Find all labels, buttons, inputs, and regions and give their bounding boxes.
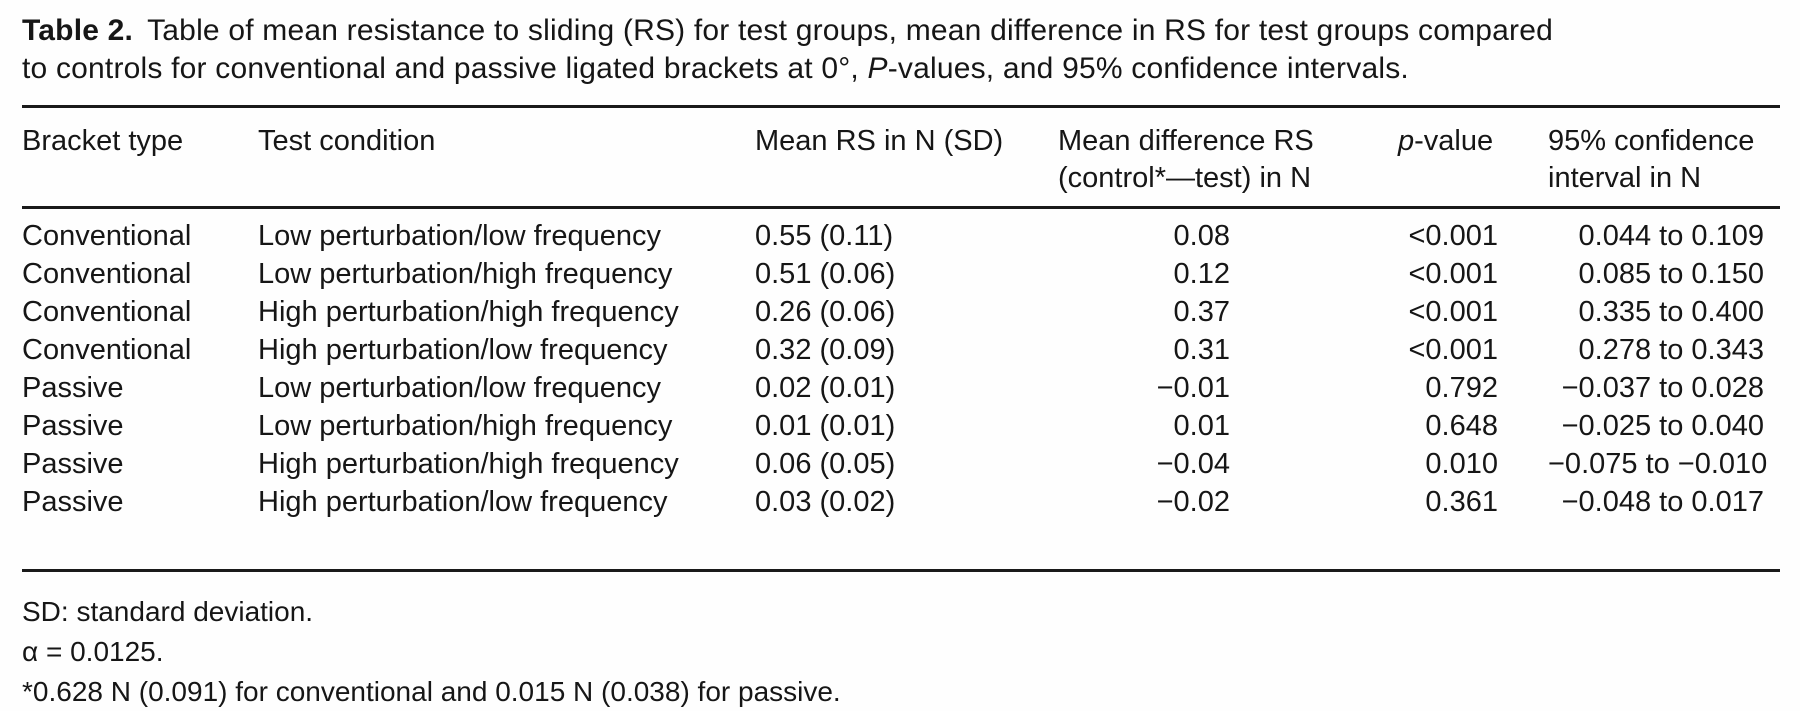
table-footnotes: SD: standard deviation. α = 0.0125. *0.6… xyxy=(0,572,1800,711)
table-caption-text-after: -values, and 95% confidence intervals. xyxy=(887,52,1409,85)
col-header-mean-difference-line2: (control*—test) in N xyxy=(1058,162,1312,194)
col-header-ci-line1: 95% confidence xyxy=(1548,125,1755,157)
cell-mean-difference: 0.31 xyxy=(1173,334,1230,366)
col-header-mean-rs: Mean RS in N (SD) xyxy=(755,106,1058,209)
data-table: Bracket type Test condition Mean RS in N… xyxy=(22,105,1780,572)
table-header: Bracket type Test condition Mean RS in N… xyxy=(22,106,1780,209)
cell-p-value: <0.001 xyxy=(1408,334,1498,366)
table-row: Passive High perturbation/high frequency… xyxy=(22,445,1780,483)
cell-mean-rs: 0.51 (0.06) xyxy=(755,258,896,290)
cell-test-condition: High perturbation/low frequency xyxy=(258,486,668,518)
col-header-ci-line2: interval in N xyxy=(1548,162,1702,194)
table-caption-text-before: Table of mean resistance to sliding (RS)… xyxy=(22,14,1554,85)
cell-confidence-interval: −0.025 to 0.040 xyxy=(1561,410,1764,442)
table-caption-label: Table 2. xyxy=(22,14,134,47)
table-row: Passive High perturbation/low frequency … xyxy=(22,483,1780,571)
col-header-p-value: p-value xyxy=(1398,106,1548,209)
cell-bracket-type: Conventional xyxy=(22,334,192,366)
cell-mean-difference: −0.02 xyxy=(1156,486,1230,518)
cell-mean-rs: 0.03 (0.02) xyxy=(755,486,896,518)
cell-confidence-interval: −0.037 to 0.028 xyxy=(1561,372,1764,404)
cell-confidence-interval: −0.048 to 0.017 xyxy=(1561,486,1764,518)
cell-bracket-type: Conventional xyxy=(22,296,192,328)
cell-p-value: <0.001 xyxy=(1408,258,1498,290)
footnote-sd: SD: standard deviation. xyxy=(22,596,314,627)
cell-mean-difference: −0.01 xyxy=(1156,372,1230,404)
col-header-bracket-type: Bracket type xyxy=(22,106,258,209)
cell-test-condition: Low perturbation/low frequency xyxy=(258,372,662,404)
cell-p-value: 0.361 xyxy=(1425,486,1498,518)
cell-mean-rs: 0.32 (0.09) xyxy=(755,334,896,366)
cell-p-value: 0.648 xyxy=(1425,410,1498,442)
cell-test-condition: Low perturbation/high frequency xyxy=(258,258,673,290)
cell-confidence-interval: 0.085 to 0.150 xyxy=(1578,258,1764,290)
col-header-p-value-rest: -value xyxy=(1414,125,1494,157)
cell-mean-difference: 0.01 xyxy=(1173,410,1230,442)
cell-mean-rs: 0.55 (0.11) xyxy=(755,220,894,252)
table-row: Conventional Low perturbation/low freque… xyxy=(22,208,1780,256)
cell-p-value: 0.792 xyxy=(1425,372,1498,404)
col-header-mean-difference: Mean difference RS (control*—test) in N xyxy=(1058,106,1398,209)
cell-test-condition: High perturbation/high frequency xyxy=(258,448,679,480)
cell-bracket-type: Conventional xyxy=(22,258,192,290)
cell-mean-difference: 0.37 xyxy=(1173,296,1230,328)
table-row: Conventional High perturbation/high freq… xyxy=(22,293,1780,331)
cell-mean-rs: 0.06 (0.05) xyxy=(755,448,896,480)
cell-mean-rs: 0.01 (0.01) xyxy=(755,410,896,442)
table-row: Conventional High perturbation/low frequ… xyxy=(22,331,1780,369)
table-caption: Table 2. Table of mean resistance to slid… xyxy=(0,0,1610,88)
cell-test-condition: Low perturbation/low frequency xyxy=(258,220,662,252)
cell-p-value: 0.010 xyxy=(1425,448,1498,480)
table-row: Passive Low perturbation/high frequency … xyxy=(22,407,1780,445)
cell-confidence-interval: 0.278 to 0.343 xyxy=(1578,334,1764,366)
cell-bracket-type: Passive xyxy=(22,410,124,442)
cell-confidence-interval: 0.335 to 0.400 xyxy=(1578,296,1764,328)
table-row: Conventional Low perturbation/high frequ… xyxy=(22,255,1780,293)
cell-test-condition: High perturbation/high frequency xyxy=(258,296,679,328)
cell-confidence-interval: 0.044 to 0.109 xyxy=(1578,220,1764,252)
cell-confidence-interval: −0.075 to −0.010 xyxy=(1548,448,1768,480)
col-header-test-condition: Test condition xyxy=(258,106,755,209)
cell-mean-difference: 0.12 xyxy=(1173,258,1230,290)
table-row: Passive Low perturbation/low frequency 0… xyxy=(22,369,1780,407)
footnote-control-values: *0.628 N (0.091) for conventional and 0.… xyxy=(22,676,841,707)
cell-bracket-type: Passive xyxy=(22,448,124,480)
cell-p-value: <0.001 xyxy=(1408,296,1498,328)
header-row: Bracket type Test condition Mean RS in N… xyxy=(22,106,1780,209)
cell-p-value: <0.001 xyxy=(1408,220,1498,252)
cell-test-condition: Low perturbation/high frequency xyxy=(258,410,673,442)
cell-bracket-type: Passive xyxy=(22,486,124,518)
col-header-p-value-italic: p xyxy=(1398,125,1415,157)
footnote-alpha: α = 0.0125. xyxy=(22,636,164,667)
col-header-mean-difference-line1: Mean difference RS xyxy=(1058,125,1314,157)
cell-mean-difference: −0.04 xyxy=(1156,448,1230,480)
table-caption-italic-p: P xyxy=(867,52,888,85)
cell-test-condition: High perturbation/low frequency xyxy=(258,334,668,366)
cell-mean-difference: 0.08 xyxy=(1173,220,1230,252)
cell-mean-rs: 0.02 (0.01) xyxy=(755,372,896,404)
cell-bracket-type: Passive xyxy=(22,372,124,404)
cell-bracket-type: Conventional xyxy=(22,220,192,252)
table-body: Conventional Low perturbation/low freque… xyxy=(22,208,1780,571)
col-header-confidence-interval: 95% confidence interval in N xyxy=(1548,106,1780,209)
cell-mean-rs: 0.26 (0.06) xyxy=(755,296,896,328)
